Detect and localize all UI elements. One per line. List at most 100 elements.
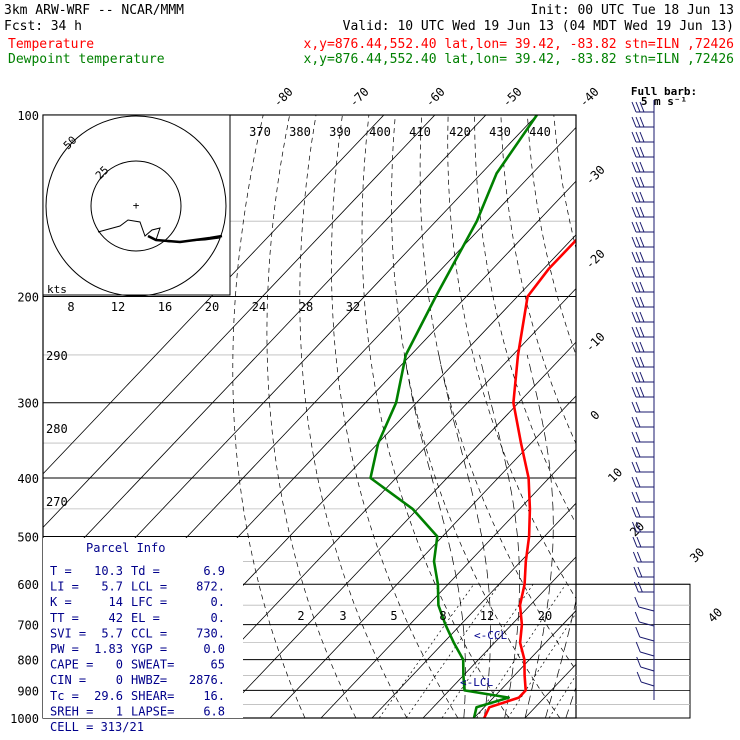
wind-barb-feather	[631, 161, 637, 173]
pressure-tick-label: 1000	[10, 712, 39, 726]
dry-adiabat	[686, 115, 740, 718]
wind-speed-label: 32	[346, 300, 360, 314]
isotherm	[167, 287, 576, 718]
mixing-ratio-line	[378, 583, 475, 718]
isotherm-label: 20	[627, 519, 647, 539]
wind-barb-feather	[639, 116, 645, 128]
wind-barb-feather	[637, 566, 643, 578]
wind-barb-feather	[632, 536, 638, 548]
moist-adiabat	[438, 354, 491, 718]
wind-barb-feather	[635, 461, 641, 473]
wind-barb-feather	[636, 521, 641, 533]
wind-barb-feather	[633, 566, 639, 578]
dry-adiabat	[331, 115, 459, 718]
wind-barb	[638, 606, 655, 612]
wind-barb-feather	[631, 341, 637, 353]
isotherm	[43, 115, 385, 475]
parcel-param-value: 1	[116, 704, 123, 718]
wind-barb-feather	[635, 131, 641, 143]
parcel-param-value: 0	[116, 658, 123, 672]
wind-barb-feather	[631, 176, 637, 188]
parcel-param-label: CCL =	[131, 626, 167, 640]
ccl-annotation: <-CCL	[474, 629, 507, 642]
theta-label: 440	[529, 125, 551, 139]
theta-label: 270	[46, 495, 68, 509]
parcel-param-label: SHEAR=	[131, 689, 174, 703]
parcel-param-value: 872.	[196, 580, 225, 594]
wind-barb-feather	[631, 191, 637, 203]
mixing-ratio-line	[548, 674, 576, 718]
dry-adiabat	[232, 115, 306, 718]
wind-barb-feather	[631, 266, 637, 278]
dry-adiabat	[419, 115, 576, 671]
isotherm	[678, 115, 740, 718]
wind-barb-feather	[635, 431, 641, 443]
wind-barb-feather	[631, 401, 637, 413]
wind-barb-feather	[639, 221, 645, 233]
wind-speed-label: 8	[67, 300, 74, 314]
dry-adiabat	[361, 115, 510, 718]
parcel-param-label: T =	[50, 564, 72, 578]
pressure-tick-label: 800	[17, 654, 39, 668]
wind-barb-feather	[639, 356, 645, 368]
mixing-ratio-label: 5	[390, 609, 397, 623]
legend-dewpoint-info: x,y=876.44,552.40 lat,lon= 39.42, -83.82…	[304, 52, 734, 67]
wind-barb-feather	[635, 446, 641, 458]
wind-barb-feather	[635, 266, 641, 278]
parcel-param-value: 42	[109, 611, 123, 625]
wind-barb-feather	[635, 491, 641, 503]
wind-barb-feather	[631, 206, 637, 218]
parcel-param-label: PW =	[50, 642, 79, 656]
dry-adiabat	[299, 115, 408, 718]
wind-barb-feather	[639, 296, 645, 308]
wind-barb-feather	[631, 236, 637, 248]
wind-barb-feather	[631, 116, 637, 128]
wind-barb-feather	[634, 611, 640, 623]
parcel-param-label: LFC =	[131, 595, 167, 609]
isotherm	[43, 115, 487, 582]
parcel-param-value: 1.83	[94, 642, 123, 656]
dry-adiabat	[607, 115, 740, 718]
mixing-ratio-label: 12	[480, 609, 494, 623]
wind-barb-feather	[631, 311, 637, 323]
forecast-hour: 34 h	[51, 19, 82, 34]
wind-barb-feather	[636, 551, 642, 563]
wind-barb-feather	[632, 551, 638, 563]
legend-temperature-info: x,y=876.44,552.40 lat,lon= 39.42, -83.82…	[304, 37, 734, 52]
parcel-param-label: CIN =	[50, 673, 86, 687]
wind-barb-feather	[635, 101, 641, 113]
legend-dewpoint: Dewpoint temperature	[8, 52, 165, 67]
wind-barb-feather	[635, 236, 641, 248]
isotherm-label: -70	[347, 85, 372, 110]
wind-barb-feather	[636, 671, 642, 683]
mixing-ratio-label: 2	[297, 609, 304, 623]
parcel-param-value: 5.7	[101, 580, 123, 594]
wind-barb	[639, 636, 655, 642]
wind-barb-feather	[635, 326, 641, 338]
wind-barb-feather	[639, 191, 645, 203]
dry-adiabat	[553, 115, 576, 250]
wind-barb-feather	[635, 341, 641, 353]
parcel-param-value: 730.	[196, 626, 225, 640]
mixing-ratio-line	[476, 584, 567, 718]
wind-barb-feather	[636, 656, 642, 668]
wind-barb-feather	[639, 101, 645, 113]
hodograph: + 25 50 kts	[42, 114, 231, 297]
parcel-param-label: HWBZ=	[131, 673, 167, 687]
mixing-ratio-label: 3	[339, 609, 346, 623]
wind-barb-feather	[631, 476, 637, 488]
wind-barb-feather	[635, 161, 641, 173]
wind-barb-feather	[631, 251, 637, 263]
wind-barb-feather	[631, 221, 637, 233]
isotherm-label: 0	[588, 408, 603, 423]
parcel-param-value: 0.	[211, 595, 225, 609]
isotherm	[43, 115, 436, 529]
wind-barb-feather	[631, 431, 637, 443]
isotherm-label: 40	[705, 605, 725, 625]
hodograph-units: kts	[47, 283, 67, 296]
wind-barb-feather	[639, 386, 645, 398]
wind-barb-feather	[631, 296, 637, 308]
pressure-tick-label: 900	[17, 684, 39, 698]
parcel-param-label: LI =	[50, 580, 79, 594]
